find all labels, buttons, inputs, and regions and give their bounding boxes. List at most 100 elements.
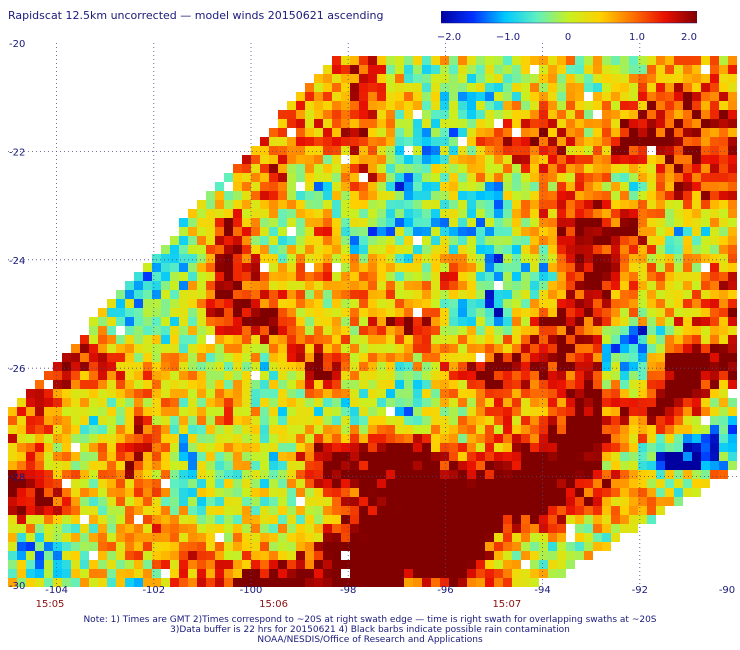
data-cell [692,470,701,479]
data-cell [629,353,638,362]
data-cell [422,560,431,569]
data-cell [215,443,224,452]
data-cell [377,344,386,353]
data-cell [602,488,611,497]
data-cell [710,200,719,209]
data-cell [116,461,125,470]
data-cell [476,524,485,533]
data-cell [359,236,368,245]
data-cell [350,344,359,353]
data-cell [449,263,458,272]
data-cell [602,137,611,146]
data-cell [431,173,440,182]
data-cell [602,155,611,164]
data-cell [404,191,413,200]
data-cell [53,362,62,371]
data-cell [332,101,341,110]
data-cell [206,371,215,380]
data-cell [422,227,431,236]
data-cell [341,272,350,281]
data-cell [674,335,683,344]
data-cell [386,236,395,245]
data-cell [629,200,638,209]
data-cell [260,317,269,326]
data-cell [494,245,503,254]
data-cell [638,434,647,443]
data-cell [530,380,539,389]
data-cell [539,371,548,380]
data-cell [368,407,377,416]
data-cell [521,227,530,236]
data-cell [287,461,296,470]
data-cell [341,479,350,488]
data-cell [620,65,629,74]
data-cell [143,389,152,398]
data-cell [197,488,206,497]
data-cell [575,272,584,281]
data-cell [350,317,359,326]
data-cell [26,398,35,407]
data-cell [710,317,719,326]
data-cell [305,155,314,164]
data-cell [611,371,620,380]
data-cell [692,434,701,443]
data-cell [665,470,674,479]
data-cell [548,110,557,119]
data-cell [251,308,260,317]
data-cell [188,434,197,443]
data-cell [440,326,449,335]
data-cell [683,470,692,479]
data-cell [629,371,638,380]
data-cell [728,371,737,380]
data-cell [89,362,98,371]
data-cell [233,533,242,542]
data-cell [332,245,341,254]
data-cell [71,434,80,443]
data-cell [557,452,566,461]
data-cell [350,101,359,110]
data-cell [341,245,350,254]
data-cell [62,497,71,506]
data-cell [134,461,143,470]
data-cell [332,434,341,443]
data-cell [575,173,584,182]
data-cell [188,317,197,326]
data-cell [305,461,314,470]
data-cell [440,560,449,569]
data-cell [665,434,674,443]
data-cell [107,434,116,443]
data-cell [548,569,557,578]
data-cell [458,434,467,443]
data-cell [674,434,683,443]
data-cell [413,560,422,569]
data-cell [404,479,413,488]
data-cell [287,146,296,155]
data-cell [359,479,368,488]
data-cell [242,551,251,560]
data-cell [143,317,152,326]
data-cell [404,515,413,524]
data-cell [539,218,548,227]
data-cell [368,92,377,101]
data-cell [206,245,215,254]
data-cell [431,452,440,461]
data-cell [440,443,449,452]
data-cell [17,434,26,443]
data-cell [377,506,386,515]
data-cell [692,92,701,101]
data-cell [440,407,449,416]
data-cell [503,479,512,488]
data-cell [134,281,143,290]
data-cell [296,524,305,533]
data-cell [152,470,161,479]
data-cell [269,164,278,173]
data-cell [530,218,539,227]
data-cell [701,56,710,65]
data-cell [683,236,692,245]
data-cell [233,407,242,416]
data-cell [440,551,449,560]
data-cell [674,155,683,164]
data-cell [206,416,215,425]
data-cell [350,488,359,497]
data-cell [224,236,233,245]
